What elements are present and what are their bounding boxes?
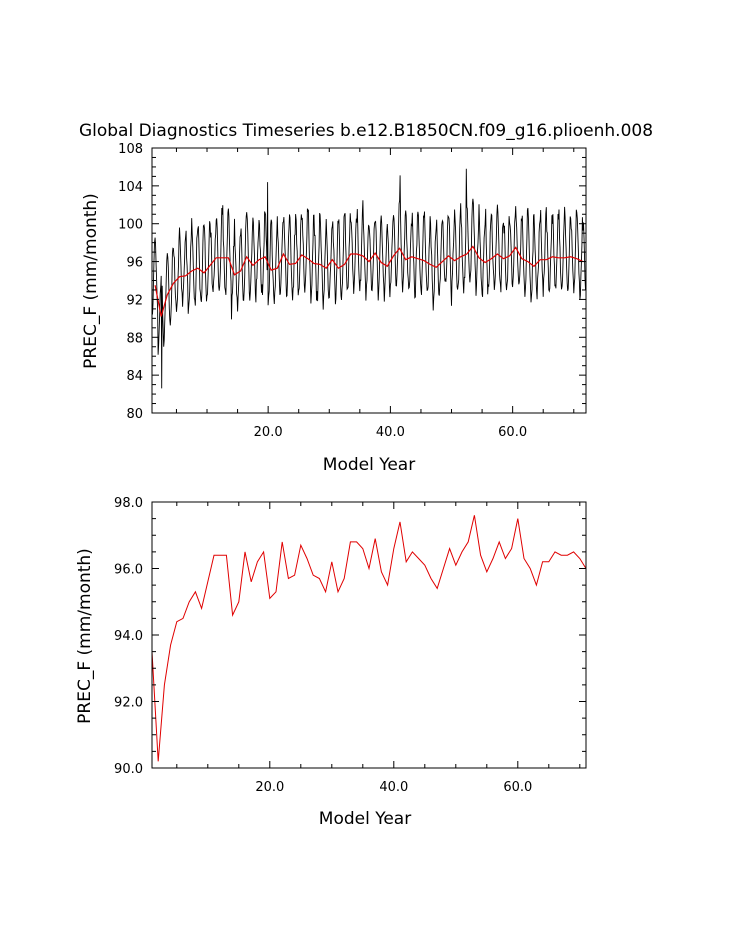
y-tick-label: 92 [126,293,143,308]
axis-ticks: 20.0 40.0 60.0 90.0 92.0 94.0 96.0 98.0 [114,496,586,795]
y-axis-label: PREC_F (mm/month) [75,548,95,724]
x-axis-label: Model Year [319,809,411,829]
monthly-line [151,168,586,389]
y-tick-label: 108 [118,142,143,157]
annual-mean-chart: 20.0 40.0 60.0 90.0 92.0 94.0 96.0 98.0 Model Y… [75,496,587,829]
y-axis-label: PREC_F (mm/month) [81,193,101,369]
y-tick-label: 104 [118,180,143,195]
plot-frame [151,147,587,414]
plot-frame [151,501,587,769]
x-axis-label: Model Year [323,455,415,475]
y-tick-label: 100 [118,218,143,233]
monthly-timeseries-chart: Global Diagnostics Timeseries b.e12.B185… [79,121,653,475]
axis-ticks: 20.0 40.0 60.0 80 84 88 92 96 100 104 108 [118,142,586,440]
annual-mean-overlay-line [154,245,584,317]
y-tick-label: 84 [126,369,143,384]
y-tick-label: 90.0 [114,762,143,777]
plot-area [151,515,587,762]
y-tick-label: 98.0 [114,496,143,511]
x-tick-label: 60.0 [503,780,532,795]
x-tick-label: 60.0 [498,425,527,440]
x-tick-label: 40.0 [376,425,405,440]
x-tick-label: 20.0 [254,425,283,440]
y-tick-label: 96 [126,256,143,271]
y-tick-label: 88 [126,331,143,346]
chart-title: Global Diagnostics Timeseries b.e12.B185… [79,121,653,141]
annual-mean-line [151,515,587,762]
y-tick-label: 92.0 [114,696,143,711]
x-tick-label: 20.0 [255,780,284,795]
y-tick-label: 80 [126,407,143,422]
y-tick-label: 96.0 [114,563,143,578]
y-tick-label: 94.0 [114,629,143,644]
plot-area [151,168,586,389]
x-tick-label: 40.0 [379,780,408,795]
